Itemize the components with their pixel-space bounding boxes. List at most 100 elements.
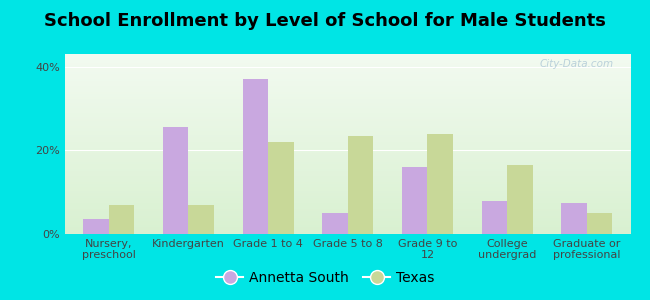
Bar	[65, 108, 630, 110]
Bar	[65, 166, 630, 167]
Bar	[65, 180, 630, 182]
Bar	[65, 92, 630, 94]
Bar	[65, 131, 630, 133]
Bar	[65, 155, 630, 157]
Bar	[65, 178, 630, 180]
Bar	[65, 56, 630, 58]
Bar	[65, 79, 630, 81]
Bar	[65, 146, 630, 148]
Bar	[65, 94, 630, 95]
Bar	[65, 133, 630, 135]
Bar	[65, 54, 630, 56]
Bar	[65, 117, 630, 119]
Bar	[65, 148, 630, 149]
Bar	[163, 127, 188, 234]
Bar	[65, 160, 630, 162]
Bar	[65, 198, 630, 200]
Bar	[65, 211, 630, 212]
Bar	[65, 223, 630, 225]
Bar	[65, 113, 630, 115]
Bar	[65, 157, 630, 158]
Bar	[322, 213, 348, 234]
Bar	[561, 202, 587, 234]
Legend: Annetta South, Texas: Annetta South, Texas	[210, 265, 440, 290]
Bar	[65, 173, 630, 175]
Bar	[65, 137, 630, 139]
Bar	[65, 121, 630, 122]
Bar	[65, 209, 630, 211]
Bar	[65, 225, 630, 227]
Bar	[507, 165, 532, 234]
Text: School Enrollment by Level of School for Male Students: School Enrollment by Level of School for…	[44, 12, 606, 30]
Bar	[65, 90, 630, 92]
Bar	[65, 139, 630, 140]
Bar	[83, 219, 109, 234]
Bar	[65, 70, 630, 72]
Bar	[65, 74, 630, 76]
Bar	[65, 65, 630, 67]
Bar	[65, 115, 630, 117]
Bar	[65, 128, 630, 130]
Bar	[109, 205, 135, 234]
Bar	[65, 216, 630, 218]
Bar	[65, 59, 630, 61]
Bar	[65, 193, 630, 194]
Bar	[65, 86, 630, 88]
Bar	[65, 130, 630, 131]
Bar	[65, 212, 630, 214]
Bar	[65, 200, 630, 202]
Bar	[65, 67, 630, 68]
Bar	[65, 68, 630, 70]
Bar	[65, 196, 630, 198]
Bar	[65, 119, 630, 121]
Bar	[65, 158, 630, 160]
Bar	[65, 218, 630, 220]
Bar	[65, 153, 630, 155]
Bar	[65, 227, 630, 229]
Bar	[65, 88, 630, 90]
Bar	[65, 220, 630, 221]
Bar	[268, 142, 294, 234]
Bar	[65, 85, 630, 86]
Bar	[65, 229, 630, 230]
Bar	[65, 205, 630, 207]
Bar	[65, 194, 630, 196]
Bar	[65, 124, 630, 126]
Bar	[65, 207, 630, 209]
Bar	[65, 185, 630, 187]
Bar	[65, 144, 630, 146]
Bar	[65, 112, 630, 113]
Bar	[65, 63, 630, 65]
Bar	[348, 136, 373, 234]
Bar	[65, 61, 630, 63]
Bar	[65, 135, 630, 137]
Bar	[65, 110, 630, 112]
Bar	[65, 167, 630, 169]
Bar	[65, 184, 630, 185]
Bar	[65, 151, 630, 153]
Bar	[65, 106, 630, 108]
Bar	[65, 164, 630, 166]
Bar	[65, 76, 630, 77]
Bar	[65, 72, 630, 74]
Bar	[188, 205, 214, 234]
Bar	[65, 83, 630, 85]
Bar	[65, 221, 630, 223]
Bar	[65, 169, 630, 171]
Bar	[482, 200, 507, 234]
Bar	[65, 230, 630, 232]
Bar	[65, 122, 630, 124]
Bar	[65, 142, 630, 144]
Bar	[587, 213, 612, 234]
Bar	[65, 203, 630, 205]
Bar	[65, 189, 630, 191]
Bar	[65, 104, 630, 106]
Bar	[65, 182, 630, 184]
Bar	[65, 58, 630, 59]
Bar	[65, 97, 630, 99]
Bar	[65, 126, 630, 128]
Bar	[65, 162, 630, 164]
Bar	[65, 176, 630, 178]
Bar	[65, 175, 630, 176]
Bar	[65, 171, 630, 173]
